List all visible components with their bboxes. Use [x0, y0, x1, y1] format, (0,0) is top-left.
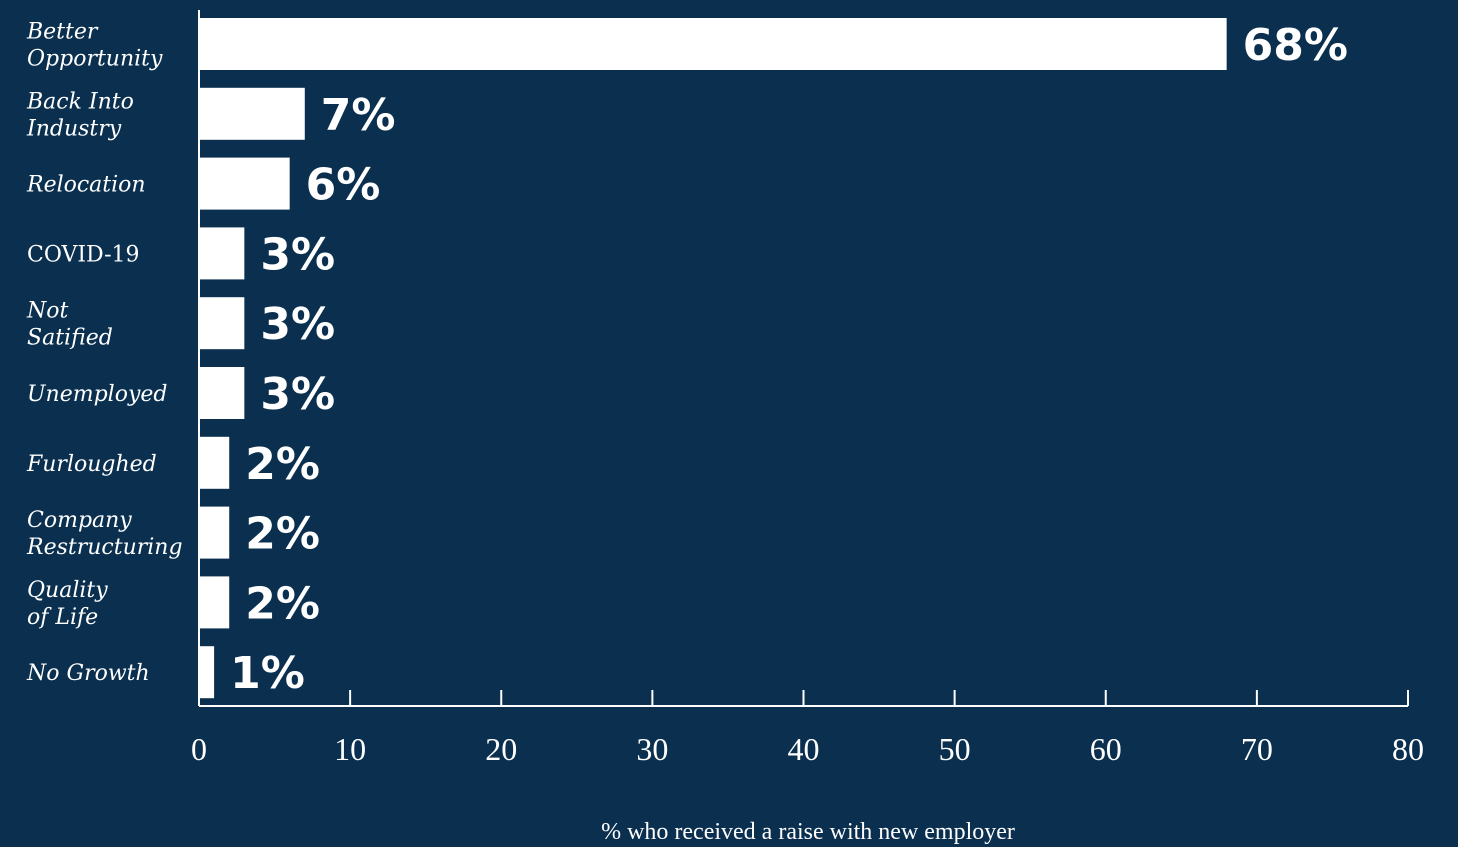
category-label: Better Opportunity	[26, 20, 163, 72]
bar-value-label: 6%	[306, 160, 381, 211]
x-tick-label: 30	[636, 731, 668, 767]
bar	[199, 297, 245, 350]
bar-value-label: 3%	[260, 369, 335, 420]
bar	[199, 227, 245, 280]
x-axis-title: % who received a raise with new employer	[601, 819, 1015, 845]
bar-value-label: 3%	[260, 299, 335, 350]
x-tick-label: 20	[485, 731, 517, 767]
bars-group	[199, 18, 1227, 699]
bar-value-label: 7%	[321, 90, 396, 141]
bar-value-label: 2%	[245, 509, 320, 560]
bar	[199, 506, 230, 559]
x-tick-label: 70	[1241, 731, 1273, 767]
bar	[199, 436, 230, 489]
bar-value-label: 68%	[1243, 20, 1348, 71]
bar-value-label: 2%	[245, 578, 320, 629]
bar	[199, 157, 290, 210]
x-tick-label: 80	[1392, 731, 1424, 767]
x-tick-label: 60	[1090, 731, 1122, 767]
bar-value-label: 1%	[230, 648, 305, 699]
category-label: COVID-19	[27, 242, 140, 267]
category-label: Company Restructuring	[26, 508, 183, 560]
bar	[199, 646, 215, 699]
x-tick-label: 10	[334, 731, 366, 767]
axes-group: 0 10 20 30 40 50 60 70 80	[191, 10, 1424, 767]
x-tick-label: 50	[939, 731, 971, 767]
category-labels-group: Better Opportunity Back Into Industry Reloca…	[26, 20, 183, 687]
category-label: Unemployed	[27, 382, 168, 407]
bar	[199, 576, 230, 629]
bar	[199, 367, 245, 419]
x-tick-label: 40	[788, 731, 820, 767]
category-label: Back Into Industry	[26, 89, 134, 141]
x-tick-label: 0	[191, 731, 207, 767]
value-labels-group: 68% 7% 6% 3% 3% 3% 2% 2% 2% 1%	[230, 20, 1348, 699]
bar-value-label: 2%	[245, 439, 320, 490]
category-label: No Growth	[26, 661, 150, 686]
bar	[199, 18, 1227, 70]
category-label: Furloughed	[26, 452, 157, 477]
bar	[199, 87, 305, 140]
category-label: Not Satified	[26, 299, 113, 351]
bar-value-label: 3%	[260, 229, 335, 280]
category-label: Quality of Life	[27, 578, 108, 630]
category-label: Relocation	[26, 173, 146, 198]
